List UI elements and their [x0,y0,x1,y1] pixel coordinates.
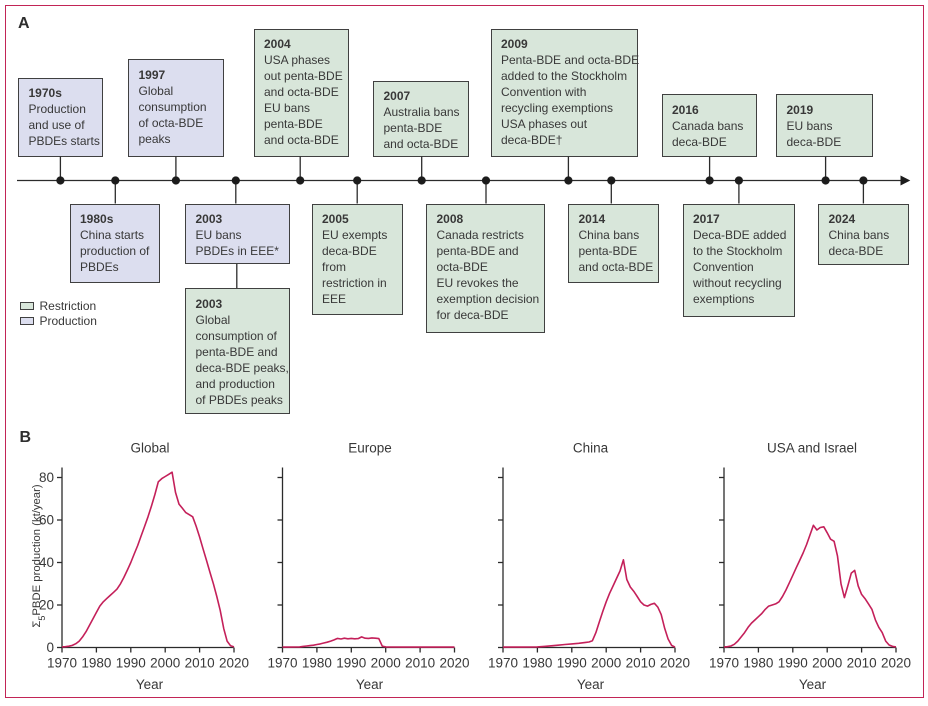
svg-text:80: 80 [39,470,54,485]
svg-text:2000: 2000 [150,656,180,671]
svg-text:Europe: Europe [348,441,392,456]
svg-text:Year: Year [356,677,384,692]
svg-text:Year: Year [136,677,164,692]
svg-text:2010: 2010 [847,656,877,671]
svg-text:1990: 1990 [116,656,146,671]
svg-text:China: China [573,441,609,456]
svg-text:2020: 2020 [660,656,690,671]
svg-text:Year: Year [799,677,827,692]
svg-text:Year: Year [577,677,605,692]
svg-text:2010: 2010 [185,656,215,671]
svg-text:40: 40 [39,555,54,570]
svg-text:2000: 2000 [591,656,621,671]
svg-text:USA and Israel: USA and Israel [767,441,857,456]
svg-text:2010: 2010 [405,656,435,671]
svg-text:60: 60 [39,513,54,528]
svg-text:20: 20 [39,598,54,613]
svg-text:1980: 1980 [522,656,552,671]
svg-text:Global: Global [130,441,169,456]
svg-text:2020: 2020 [881,656,911,671]
svg-text:1980: 1980 [302,656,332,671]
svg-text:1970: 1970 [488,656,518,671]
svg-text:2020: 2020 [219,656,249,671]
svg-text:1990: 1990 [778,656,808,671]
svg-text:2000: 2000 [371,656,401,671]
svg-text:2000: 2000 [812,656,842,671]
svg-text:1990: 1990 [557,656,587,671]
svg-text:1970: 1970 [47,656,77,671]
svg-text:1980: 1980 [743,656,773,671]
svg-text:1970: 1970 [267,656,297,671]
svg-text:1990: 1990 [336,656,366,671]
svg-text:2020: 2020 [439,656,469,671]
svg-text:0: 0 [46,640,54,655]
svg-text:1980: 1980 [81,656,111,671]
svg-text:1970: 1970 [709,656,739,671]
svg-text:2010: 2010 [626,656,656,671]
